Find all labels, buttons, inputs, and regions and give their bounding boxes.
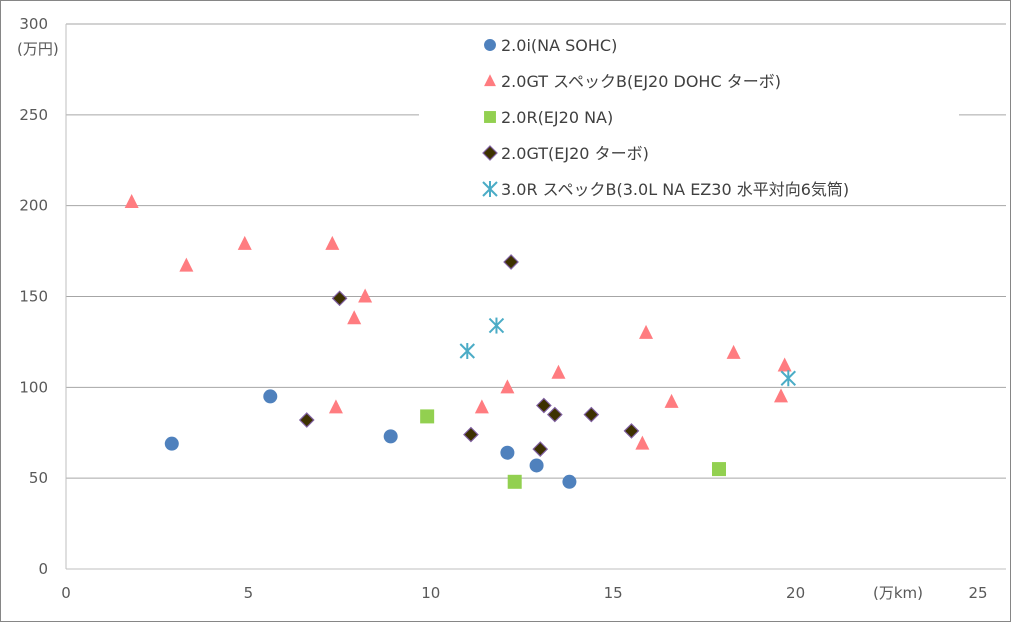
data-point-asterisk [459, 343, 475, 359]
data-point-triangle [474, 399, 489, 414]
data-point-triangle [358, 288, 373, 303]
y-tick-label: 200 [19, 197, 48, 215]
data-point-diamond [532, 441, 549, 457]
data-point-triangle [237, 235, 252, 250]
y-tick-label: 250 [19, 106, 48, 124]
y-tick-label: 300 [19, 15, 48, 33]
x-tick-label: 20 [786, 584, 805, 602]
data-point-circle [164, 436, 179, 451]
y-tick-label: 50 [29, 469, 48, 487]
data-point-diamond [298, 412, 315, 428]
data-point-triangle [500, 379, 515, 394]
legend-entry: 3.0R スペックB(3.0L NA EZ30 水平対向6気筒) [501, 180, 849, 199]
legend-marker-circle [484, 39, 496, 51]
legend-marker-diamond [482, 145, 498, 161]
legend-entry: 2.0i(NA SOHC) [501, 36, 617, 55]
y-tick-label: 100 [19, 378, 48, 396]
data-point-triangle [124, 194, 139, 209]
data-point-circle [500, 445, 515, 460]
data-point-circle [562, 474, 577, 489]
data-point-triangle [635, 435, 650, 450]
x-tick-label: 0 [61, 584, 71, 602]
data-point-triangle [777, 357, 792, 372]
legend-entry: 2.0R(EJ20 NA) [501, 108, 613, 127]
legend-marker-square [484, 111, 496, 123]
x-tick-label: 5 [244, 584, 254, 602]
data-point-asterisk [488, 317, 505, 334]
x-tick-label: 10 [421, 584, 440, 602]
data-point-diamond [503, 254, 519, 270]
y-axis-label: (万円) [17, 40, 59, 58]
data-point-diamond [536, 397, 552, 414]
data-point-circle [263, 389, 278, 404]
legend-entry: 2.0GT(EJ20 ターボ) [501, 144, 649, 163]
data-point-square [507, 474, 522, 489]
data-point-circle [529, 458, 544, 473]
data-point-triangle [328, 399, 343, 414]
data-point-triangle [726, 344, 741, 359]
data-point-triangle [179, 257, 194, 272]
data-point-diamond [331, 290, 348, 307]
y-tick-label: 150 [19, 288, 48, 306]
y-tick-label: 0 [38, 560, 48, 578]
data-point-square [420, 409, 435, 424]
data-point-diamond [583, 406, 600, 423]
data-point-diamond [623, 423, 640, 439]
x-tick-label: 15 [604, 584, 623, 602]
x-axis-label: (万km) [873, 584, 923, 602]
data-point-triangle [347, 310, 362, 325]
x-tick-label: 25 [968, 584, 987, 602]
legend-marker-asterisk [482, 181, 498, 197]
legend-background [419, 31, 959, 199]
data-point-triangle [639, 324, 654, 339]
legend-marker-triangle [484, 74, 496, 87]
data-point-diamond [463, 426, 479, 443]
data-point-circle [383, 429, 398, 444]
data-point-triangle [325, 235, 340, 250]
data-point-asterisk [780, 370, 797, 387]
data-point-triangle [774, 388, 789, 403]
data-point-square [711, 462, 726, 477]
data-point-triangle [551, 364, 566, 379]
data-point-triangle [664, 393, 679, 408]
data-point-diamond [546, 406, 563, 423]
legend-entry: 2.0GT スペックB(EJ20 DOHC ターボ) [501, 72, 781, 91]
